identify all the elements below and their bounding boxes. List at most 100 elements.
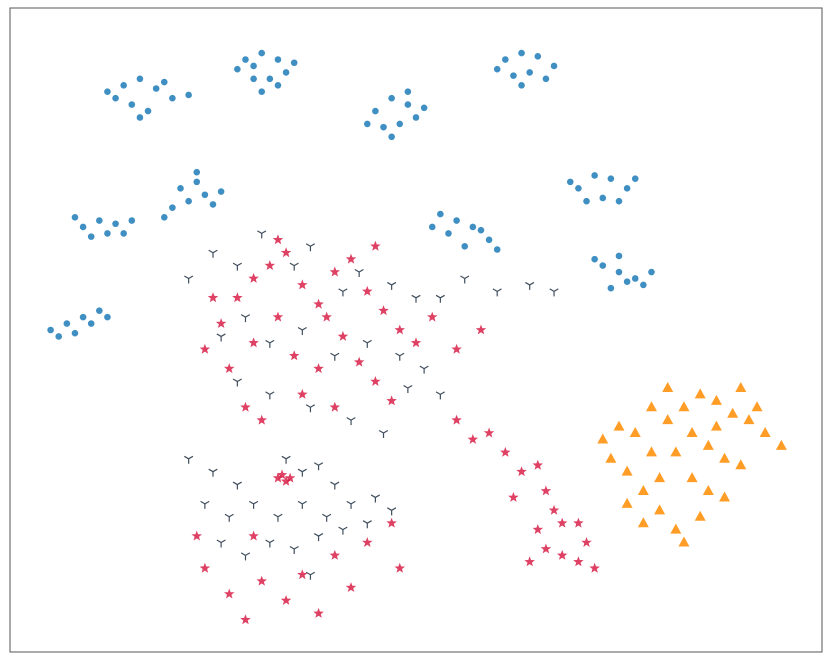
point <box>508 491 519 502</box>
point <box>362 339 372 348</box>
point <box>621 497 633 508</box>
point <box>128 101 136 108</box>
point <box>637 517 649 528</box>
point <box>607 284 615 292</box>
point <box>209 201 217 208</box>
point <box>388 133 395 141</box>
point <box>272 234 284 245</box>
point <box>694 510 706 521</box>
point <box>534 53 542 60</box>
point <box>420 104 428 112</box>
point <box>710 394 722 405</box>
point <box>492 288 502 297</box>
point <box>185 91 192 99</box>
point <box>87 233 95 240</box>
point <box>96 217 103 224</box>
point <box>272 472 284 483</box>
point <box>47 326 54 334</box>
point <box>330 352 340 361</box>
point <box>591 172 598 179</box>
point <box>362 537 373 547</box>
point <box>775 439 787 450</box>
point <box>727 407 739 418</box>
point <box>518 81 525 89</box>
point <box>63 320 71 327</box>
point <box>321 311 332 322</box>
point <box>232 262 242 271</box>
point <box>256 414 267 425</box>
point <box>410 337 422 348</box>
point <box>451 343 462 354</box>
point <box>329 401 340 412</box>
point <box>224 363 235 374</box>
point <box>532 524 543 535</box>
point <box>500 446 511 457</box>
point <box>337 330 349 341</box>
point <box>387 507 397 516</box>
point <box>87 320 95 327</box>
point <box>264 260 276 270</box>
point <box>686 472 698 483</box>
point <box>629 427 641 438</box>
point <box>313 607 324 618</box>
point <box>388 94 395 102</box>
point <box>276 469 288 480</box>
point <box>540 543 552 554</box>
point <box>79 223 87 231</box>
marks <box>47 49 787 625</box>
point <box>353 356 365 367</box>
point <box>475 324 487 335</box>
point <box>289 262 299 271</box>
point <box>248 273 259 283</box>
point <box>193 168 201 176</box>
point <box>265 391 275 400</box>
point <box>305 404 316 413</box>
point <box>120 230 127 237</box>
point <box>208 468 218 477</box>
point <box>257 230 267 239</box>
point <box>387 281 397 290</box>
point <box>248 500 259 509</box>
point <box>549 288 559 297</box>
point <box>199 562 211 573</box>
point <box>305 571 316 580</box>
point <box>378 305 389 316</box>
point <box>403 384 413 393</box>
point <box>272 311 284 322</box>
point <box>654 472 666 483</box>
point <box>346 500 356 509</box>
point <box>591 255 598 263</box>
point <box>313 533 324 542</box>
point <box>493 65 501 73</box>
point <box>702 439 714 450</box>
point <box>599 262 607 269</box>
point <box>240 614 251 625</box>
point <box>759 427 771 438</box>
point <box>735 459 747 470</box>
point <box>216 333 226 342</box>
point <box>640 281 647 289</box>
point <box>396 120 404 128</box>
point <box>207 292 219 303</box>
point <box>289 545 299 554</box>
point <box>631 275 639 282</box>
point <box>615 197 623 205</box>
point <box>607 175 615 182</box>
point <box>71 214 79 221</box>
point <box>461 242 469 250</box>
point <box>144 107 152 115</box>
point <box>453 217 460 224</box>
point <box>232 481 242 490</box>
point <box>573 556 584 567</box>
point <box>346 417 356 426</box>
point <box>751 401 763 412</box>
point <box>338 526 348 535</box>
point <box>305 243 316 252</box>
point <box>581 537 592 547</box>
point <box>242 56 249 63</box>
point <box>265 339 275 348</box>
point <box>605 452 617 463</box>
point <box>79 313 87 321</box>
point <box>169 204 176 211</box>
